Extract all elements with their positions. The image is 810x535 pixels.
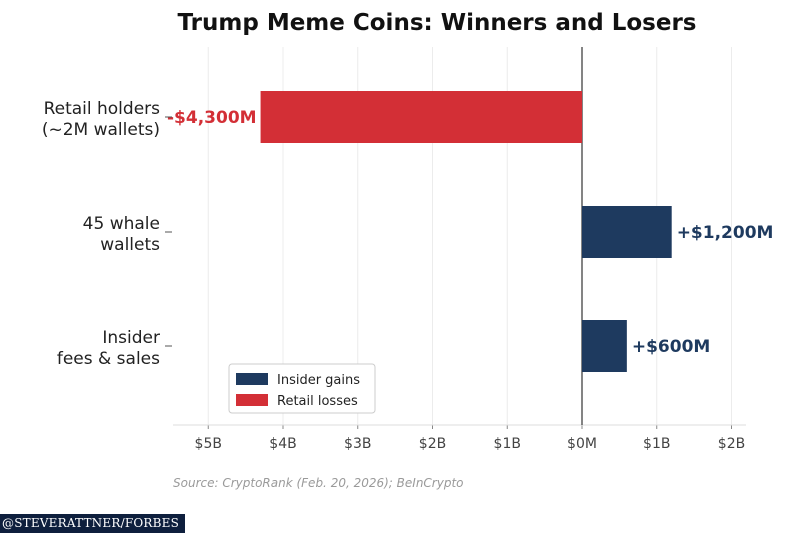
data-label: +$600M xyxy=(632,337,710,357)
bar xyxy=(582,320,627,372)
legend: Insider gains Retail losses xyxy=(228,363,376,414)
x-tick-label: $2B xyxy=(718,436,745,452)
category-label-line: (~2M wallets) xyxy=(42,120,160,140)
category-label-line: Insider xyxy=(102,328,160,348)
chart-title: Trump Meme Coins: Winners and Losers xyxy=(178,10,697,36)
data-label: +$1,200M xyxy=(677,223,774,243)
source-note: Source: CryptoRank (Feb. 20, 2026); BeIn… xyxy=(173,476,464,490)
x-tick-label: $1B xyxy=(643,436,670,452)
x-tick-label: $5B xyxy=(195,436,222,452)
x-tick-label: $4B xyxy=(269,436,296,452)
legend-swatch xyxy=(236,394,268,406)
data-label: -$4,300M xyxy=(167,108,257,128)
category-label: Insider fees & sales xyxy=(57,328,160,369)
bars xyxy=(260,91,672,372)
x-tick-label: $0M xyxy=(567,436,597,452)
x-tick-label: $1B xyxy=(494,436,521,452)
category-label-line: Retail holders xyxy=(44,99,161,119)
category-label-line: 45 whale xyxy=(83,214,160,234)
category-labels: Retail holders (~2M wallets) 45 whale walle… xyxy=(42,99,172,369)
bar xyxy=(260,91,582,143)
category-label: 45 whale wallets xyxy=(83,214,160,255)
x-tick-label: $2B xyxy=(419,436,446,452)
legend-label: Retail losses xyxy=(277,394,358,409)
category-label-line: wallets xyxy=(100,235,160,255)
category-label-line: fees & sales xyxy=(57,349,160,369)
legend-swatch xyxy=(236,373,268,385)
data-labels: -$4,300M +$1,200M +$600M xyxy=(167,108,773,357)
category-label: Retail holders (~2M wallets) xyxy=(42,99,160,140)
watermark: @STEVERATTNER/FORBES xyxy=(0,514,186,533)
x-tick-label: $3B xyxy=(344,436,371,452)
bar xyxy=(582,206,672,258)
legend-label: Insider gains xyxy=(277,373,360,388)
